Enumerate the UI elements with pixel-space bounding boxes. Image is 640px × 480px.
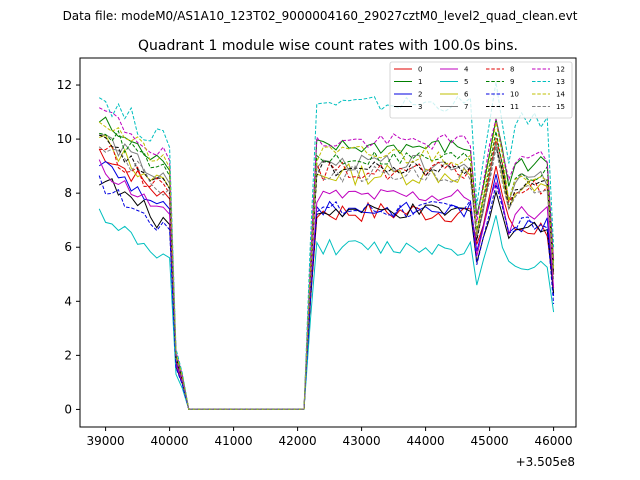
chart-title: Quadrant 1 module wise count rates with …	[138, 38, 518, 54]
y-tick-label: 12	[57, 78, 72, 92]
y-tick-label: 4	[64, 294, 72, 308]
legend-label-1: 1	[418, 78, 422, 86]
y-tick-label: 10	[57, 132, 72, 146]
y-tick-label: 8	[64, 186, 72, 200]
figure-suptitle: Data file: modeM0/AS1A10_123T02_90000041…	[63, 9, 578, 23]
legend-label-8: 8	[510, 66, 514, 74]
legend-label-13: 13	[556, 78, 565, 86]
legend-label-5: 5	[464, 78, 468, 86]
x-tick-label: 41000	[215, 434, 253, 448]
y-tick-label: 2	[64, 348, 72, 362]
x-tick-label: 44000	[407, 434, 445, 448]
legend-label-2: 2	[418, 91, 422, 99]
legend-label-15: 15	[556, 103, 565, 111]
axes-frame	[79, 57, 577, 428]
legend-label-11: 11	[510, 103, 519, 111]
legend-label-10: 10	[510, 91, 519, 99]
x-tick-label: 39000	[87, 434, 125, 448]
x-tick-label: 42000	[279, 434, 317, 448]
y-axis: 0 2 4 6 8 10 12	[57, 78, 80, 416]
legend-box	[389, 61, 573, 119]
x-tick-label: 40000	[151, 434, 189, 448]
x-axis: 39000 40000 41000 42000 43000 44000 45000 46000	[87, 427, 573, 448]
series-line-0	[98, 148, 555, 410]
x-axis-offset-label: +3.505e8	[516, 455, 575, 469]
series-line-12	[98, 107, 555, 410]
y-tick-label: 6	[64, 240, 72, 254]
y-tick-label: 0	[64, 402, 72, 416]
series-line-15	[98, 146, 555, 410]
legend-label-3: 3	[418, 103, 422, 111]
legend-label-4: 4	[464, 66, 469, 74]
legend-label-14: 14	[556, 91, 565, 99]
x-tick-label: 43000	[343, 434, 381, 448]
legend-label-9: 9	[510, 78, 514, 86]
plot-area: 39000 40000 41000 42000 43000 44000 45000 46000…	[57, 57, 577, 448]
legend-label-12: 12	[556, 66, 565, 74]
x-tick-label: 46000	[535, 434, 573, 448]
x-tick-label: 45000	[471, 434, 509, 448]
series-layer	[98, 82, 555, 410]
series-line-14	[98, 121, 555, 410]
legend-label-0: 0	[418, 66, 422, 74]
series-line-5	[98, 208, 555, 410]
legend-label-6: 6	[464, 91, 469, 99]
series-line-10	[98, 175, 555, 410]
legend-label-7: 7	[464, 103, 468, 111]
